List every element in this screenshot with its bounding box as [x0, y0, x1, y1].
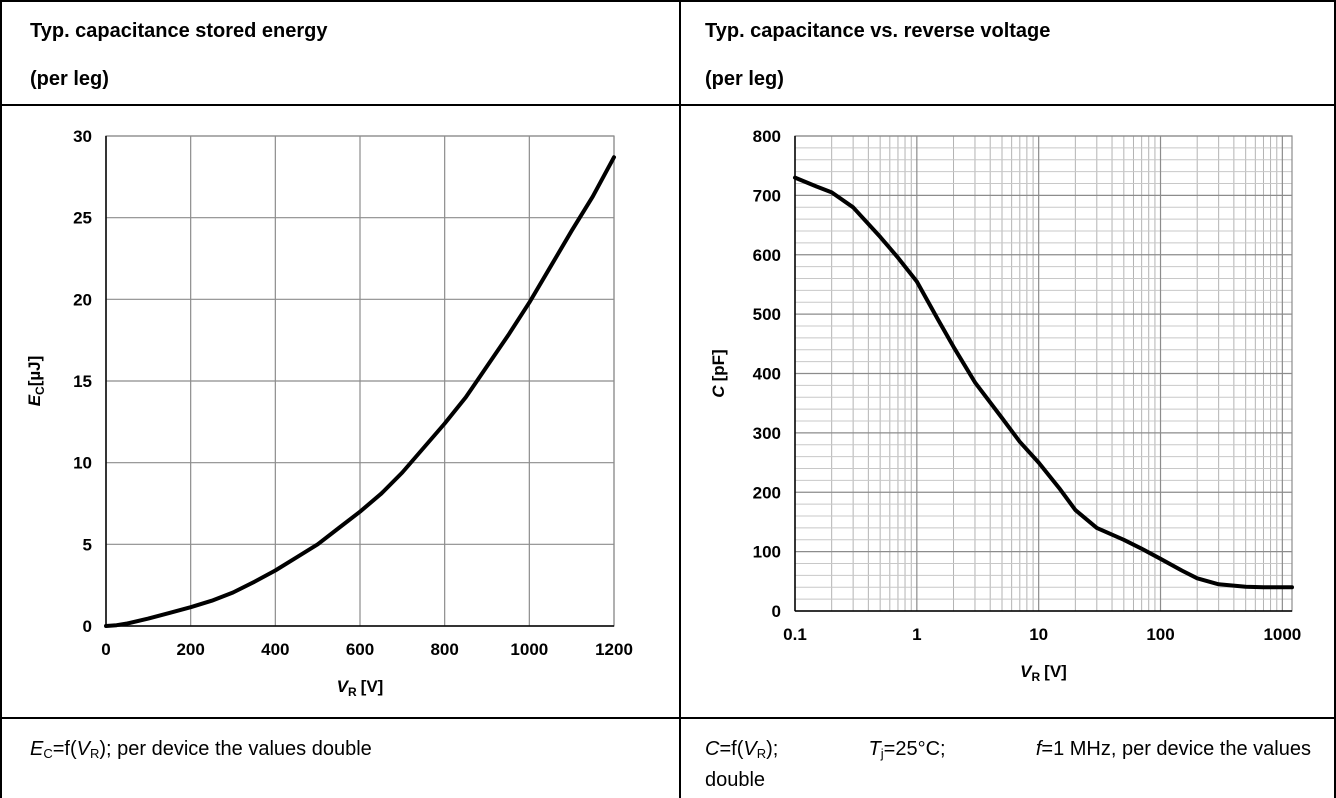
caption-c-equation: C=f(VR);: [705, 736, 778, 767]
table-border-caption: [0, 717, 1336, 719]
y-tick-label: 10: [73, 454, 92, 473]
y-tick-label: 200: [753, 483, 781, 502]
x-axis-label-subscript: R: [348, 685, 357, 699]
y-tick-label: 300: [753, 424, 781, 443]
y-tick-label: 700: [753, 186, 781, 205]
y-tick-label: 5: [83, 535, 92, 554]
table-border-left: [0, 0, 2, 798]
right-title-line1: Typ. capacitance vs. reverse voltage: [705, 20, 1051, 42]
y-tick-label: 500: [753, 305, 781, 324]
y-axis-label: C [pF]: [709, 349, 728, 397]
x-axis-label: VR [V]: [1020, 662, 1067, 684]
x-tick-label: 1000: [510, 640, 548, 659]
x-axis-label-subscript: R: [1032, 670, 1041, 684]
x-tick-label: 600: [346, 640, 374, 659]
caption-eq: =f(: [719, 738, 744, 760]
caption-vr-subscript: R: [89, 746, 100, 761]
x-tick-label: 1200: [595, 640, 633, 659]
y-axis-label-symbol: E: [25, 394, 44, 406]
y-axis-label-unit: [µJ]: [25, 356, 44, 387]
x-tick-label: 0.1: [783, 625, 807, 644]
x-tick-label: 100: [1146, 625, 1174, 644]
caption-ec-subscript: C: [43, 746, 53, 761]
table-border-middle: [679, 0, 681, 798]
caption-tj: Tj=25°C;: [869, 736, 946, 767]
x-tick-label: 800: [430, 640, 458, 659]
capacitance-chart: 0.1 1 10 100 1000 0 100 200 300 400 500 600 700 800 VR…: [709, 127, 1301, 684]
series-line: [104, 155, 616, 628]
table-border-top: [0, 0, 1336, 2]
right-caption: C=f(VR); Tj=25°C; f=1 MHz, per device th…: [705, 736, 1311, 793]
energy-chart: 0 200 400 600 800 1000 1200 0 5 10 15 20 25 30 VR [V] EC…: [25, 127, 633, 699]
caption-vr-symbol: V: [743, 738, 757, 760]
x-tick-label: 200: [176, 640, 204, 659]
left-title-line1: Typ. capacitance stored energy: [30, 20, 328, 42]
caption-f-value: =1 MHz, per device the values: [1041, 738, 1311, 760]
x-tick-label: 400: [261, 640, 289, 659]
y-tick-label: 400: [753, 365, 781, 384]
y-tick-label: 25: [73, 209, 92, 228]
caption-tj-subscript: j: [880, 746, 884, 761]
y-axis-label-unit: [pF]: [709, 349, 728, 381]
y-axis-label: EC[µJ]: [25, 356, 47, 407]
caption-vr-symbol: V: [76, 738, 90, 760]
caption-equation: =f(: [52, 738, 77, 760]
x-tick-label: 1000: [1263, 625, 1301, 644]
x-axis-label-symbol: V: [337, 677, 350, 696]
caption-vr-subscript: R: [756, 746, 767, 761]
x-tick-label: 10: [1029, 625, 1048, 644]
x-axis-label-unit: [V]: [1044, 662, 1067, 681]
x-tick-label: 0: [101, 640, 110, 659]
left-caption: EC=f(VR); per device the values double: [30, 736, 372, 767]
caption-separator: );: [766, 738, 779, 760]
caption-c-symbol: C: [705, 738, 720, 760]
y-tick-label: 0: [772, 602, 781, 621]
caption-ec-symbol: E: [30, 738, 44, 760]
table-border-header: [0, 104, 1336, 106]
caption-line2: double: [705, 769, 766, 791]
caption-f-symbol: f: [1035, 738, 1042, 760]
y-tick-label: 100: [753, 543, 781, 562]
y-axis-label-symbol: C: [709, 385, 728, 398]
x-axis-label: VR [V]: [337, 677, 384, 699]
caption-tj-value: =25°C;: [883, 738, 946, 760]
x-axis-label-unit: [V]: [361, 677, 384, 696]
y-tick-label: 15: [73, 372, 92, 391]
y-axis-label-subscript: C: [33, 386, 47, 395]
caption-text: ); per device the values double: [99, 738, 372, 760]
y-tick-label: 600: [753, 246, 781, 265]
caption-tj-symbol: T: [868, 738, 881, 760]
left-title-line2: (per leg): [30, 68, 109, 90]
x-tick-label: 1: [912, 625, 921, 644]
right-title-line2: (per leg): [705, 68, 784, 90]
x-axis-label-symbol: V: [1020, 662, 1033, 681]
caption-freq: f=1 MHz, per device the values: [1036, 736, 1311, 767]
y-tick-label: 0: [83, 617, 92, 636]
y-tick-label: 30: [73, 127, 92, 146]
y-tick-label: 800: [753, 127, 781, 146]
table-border-right: [1334, 0, 1336, 798]
y-tick-label: 20: [73, 290, 92, 309]
series-line: [793, 175, 1294, 590]
